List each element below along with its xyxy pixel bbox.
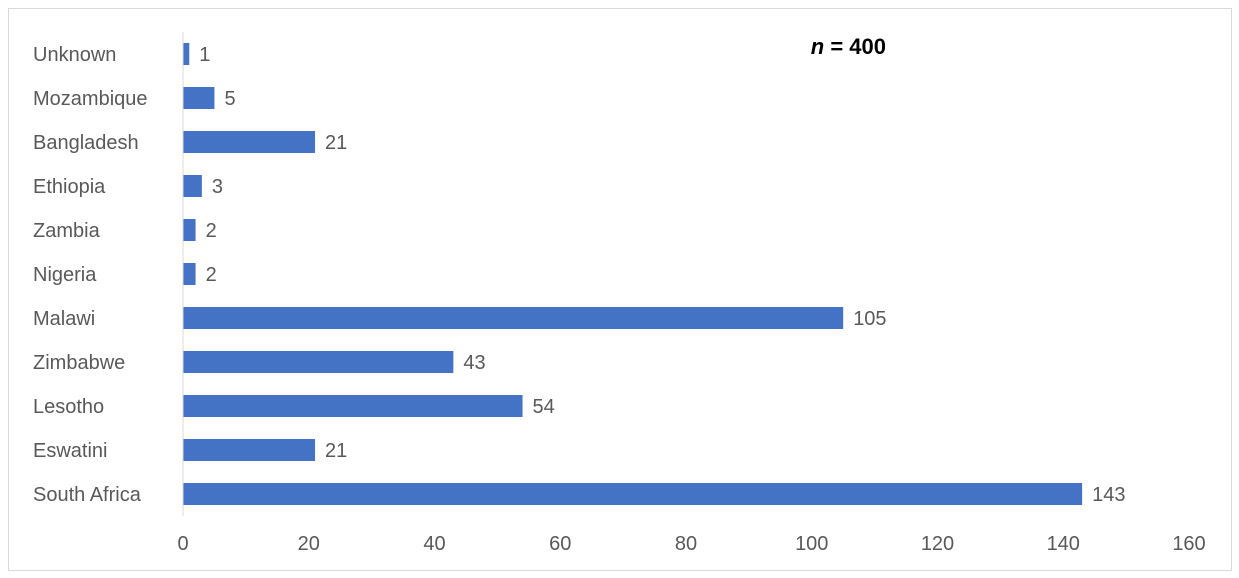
data-label-bangladesh: 21 — [325, 132, 347, 154]
x-tick-160: 160 — [1172, 533, 1205, 555]
bar-mozambique — [183, 87, 215, 109]
bar-south-africa — [183, 483, 1083, 505]
bars-group — [183, 43, 1083, 505]
category-label-bangladesh: Bangladesh — [33, 132, 139, 154]
bar-nigeria — [183, 263, 196, 285]
bar-zimbabwe — [183, 351, 454, 373]
bar-eswatini — [183, 439, 316, 461]
data-labels-group: 15 21 3 2 2 105 43 54 21 143 — [199, 44, 1125, 506]
category-label-lesotho: Lesotho — [33, 396, 104, 418]
x-tick-120: 120 — [921, 533, 954, 555]
x-tick-80: 80 — [675, 533, 697, 555]
data-label-ethiopia: 3 — [212, 176, 223, 198]
sample-size-n: n — [811, 34, 824, 59]
bar-bangladesh — [183, 131, 316, 153]
data-label-mozambique: 5 — [224, 88, 235, 110]
x-tick-20: 20 — [298, 533, 320, 555]
sample-size-value: = 400 — [824, 34, 886, 59]
category-label-nigeria: Nigeria — [33, 264, 97, 286]
bar-lesotho — [183, 395, 523, 417]
data-label-unknown: 1 — [199, 44, 210, 66]
category-label-unknown: Unknown — [33, 44, 116, 66]
category-label-zambia: Zambia — [33, 220, 101, 242]
bar-malawi — [183, 307, 844, 329]
x-tick-60: 60 — [549, 533, 571, 555]
category-label-eswatini: Eswatini — [33, 440, 107, 462]
bar-unknown — [183, 43, 190, 65]
data-label-south-africa: 143 — [1092, 484, 1125, 506]
category-label-south-africa: South Africa — [33, 484, 142, 506]
data-label-nigeria: 2 — [206, 264, 217, 286]
bar-zambia — [183, 219, 196, 241]
data-label-eswatini: 21 — [325, 440, 347, 462]
data-label-malawi: 105 — [853, 308, 886, 330]
x-tick-40: 40 — [423, 533, 445, 555]
category-label-malawi: Malawi — [33, 308, 95, 330]
category-label-ethiopia: Ethiopia — [33, 176, 106, 198]
x-tick-140: 140 — [1047, 533, 1080, 555]
category-label-mozambique: Mozambique — [33, 88, 148, 110]
x-tick-100: 100 — [795, 533, 828, 555]
data-label-zambia: 2 — [206, 220, 217, 242]
x-tick-labels-group: 0 20 40 60 80 100 120 140 160 — [177, 533, 1205, 555]
data-label-zimbabwe: 43 — [463, 352, 485, 374]
category-labels-group: Unknown Mozambique Bangladesh Ethiopia Zambi… — [33, 44, 148, 506]
bar-ethiopia — [183, 175, 202, 197]
category-label-zimbabwe: Zimbabwe — [33, 352, 125, 374]
sample-size-annotation: n = 400 — [811, 34, 886, 59]
data-label-lesotho: 54 — [533, 396, 555, 418]
x-tick-0: 0 — [177, 533, 188, 555]
